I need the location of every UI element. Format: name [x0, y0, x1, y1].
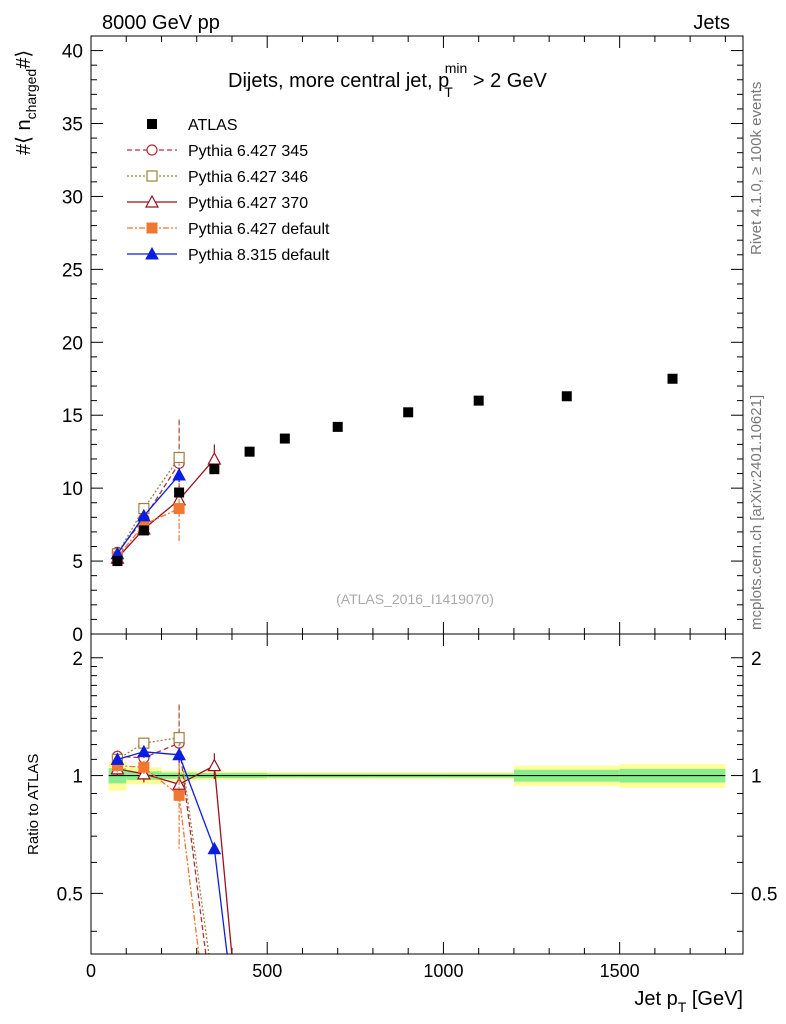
- ratio-point: [207, 841, 222, 855]
- title-tail: > 2 GeV: [467, 70, 547, 92]
- series-line: [116, 474, 180, 555]
- legend-label: Pythia 6.427 default: [188, 221, 330, 238]
- data-point: [112, 556, 123, 567]
- data-point: [332, 421, 343, 432]
- data-point: [561, 391, 572, 402]
- y-axis-label-main: #⟨ ncharged#⟩: [13, 50, 39, 155]
- header-right: Jets: [693, 12, 730, 34]
- plot-title: Dijets, more central jet, pTmin > 2 GeV: [228, 60, 547, 100]
- ratio-point: [138, 761, 150, 773]
- y-axis-label-ratio: Ratio to ATLAS: [25, 754, 42, 855]
- legend-marker: [146, 170, 158, 182]
- main-series: [110, 373, 678, 567]
- series-point: [137, 508, 151, 522]
- series-pythia-6-427-345: [111, 419, 185, 558]
- legend-marker-atlas: [147, 119, 157, 129]
- ratio-tick-label-left: 2: [72, 649, 83, 670]
- legend-marker: [144, 194, 160, 208]
- data-point: [244, 446, 255, 457]
- data-point: [473, 395, 484, 406]
- y-tick-label: 10: [62, 479, 83, 500]
- y-tick-label: 20: [62, 333, 83, 354]
- ylabel-post: #⟩: [13, 50, 35, 69]
- legend-marker: [146, 144, 158, 156]
- series-pythia-6-427-370: [110, 444, 222, 564]
- title-sup: min: [445, 60, 468, 76]
- axes: 0 500 1000 1500 0 5 10 15 20 25 30 35 40 0.5 0.5 1 1 2 2: [57, 36, 777, 981]
- y-tick-label: 0: [72, 625, 83, 646]
- title-sub: T: [444, 84, 453, 100]
- series-atlas-data: [112, 373, 678, 567]
- series-pythia-6-427-346: [111, 419, 185, 560]
- ratio-tick-label-left: 0.5: [57, 884, 83, 905]
- series-point: [172, 467, 186, 481]
- ylabel-pre: #⟨ n: [13, 119, 35, 155]
- data-point: [279, 433, 290, 444]
- y-tick-label: 35: [62, 115, 83, 136]
- ratio-series: [110, 704, 233, 954]
- ratio-pythia-6-427-default: [111, 754, 200, 954]
- series-point: [173, 503, 185, 515]
- y-tick-label: 40: [62, 42, 83, 63]
- legend-label: Pythia 6.427 346: [188, 169, 308, 186]
- legend-label: Pythia 8.315 default: [188, 247, 330, 264]
- ratio-tick-label-right: 1: [751, 767, 762, 788]
- header-left: 8000 GeV pp: [102, 12, 220, 34]
- ratio-point: [172, 747, 186, 761]
- legend-marker: [146, 222, 158, 234]
- ratio-line: [117, 736, 210, 954]
- xlabel-sub: T: [678, 999, 687, 1015]
- x-tick-label: 1000: [423, 961, 463, 981]
- ratio-point: [110, 752, 125, 765]
- x-tick-label: 500: [252, 961, 282, 981]
- ratio-pythia-6-427-346: [111, 704, 210, 954]
- side-label-bottom: mcplots.cern.ch [arXiv:2401.10621]: [748, 395, 765, 630]
- legend-label-atlas: ATLAS: [188, 117, 238, 134]
- ylabel-sub: charged: [23, 69, 39, 120]
- ratio-pythia-8-315-default: [110, 744, 228, 954]
- series-point: [207, 451, 222, 465]
- data-point: [174, 487, 185, 498]
- ratio-uncertainty-bands: [108, 761, 726, 791]
- ratio-point: [137, 744, 151, 758]
- ratio-point: [173, 789, 185, 801]
- side-label-top: Rivet 4.1.0, ≥ 100k events: [748, 82, 765, 255]
- ratio-panel-frame: [90, 633, 744, 955]
- x-axis-label: Jet pT [GeV]: [634, 988, 743, 1015]
- watermark: (ATLAS_2016_I1419070): [336, 591, 494, 607]
- ratio-point: [173, 732, 185, 744]
- xlabel-pre: Jet p: [634, 988, 677, 1010]
- legend: ATLAS Pythia 6.427 345 Pythia 6.427 346 Pyt…: [127, 117, 330, 264]
- y-tick-label: 15: [62, 406, 83, 427]
- ratio-tick-label-right: 2: [751, 649, 762, 670]
- series-line: [116, 458, 215, 559]
- y-tick-label: 5: [72, 552, 83, 573]
- legend-label: Pythia 6.427 370: [188, 195, 308, 212]
- x-tick-label: 1500: [600, 961, 640, 981]
- xlabel-post: [GeV]: [686, 988, 743, 1010]
- ratio-tick-label-right: 0.5: [751, 884, 777, 905]
- x-tick-label: 0: [86, 961, 96, 981]
- data-point: [138, 525, 149, 536]
- y-tick-label: 30: [62, 187, 83, 208]
- data-point: [403, 407, 414, 418]
- y-tick-label: 25: [62, 260, 83, 281]
- ratio-tick-label-left: 1: [72, 767, 83, 788]
- legend-marker: [145, 246, 159, 260]
- data-point: [667, 373, 678, 384]
- title-main: Dijets, more central jet, p: [228, 70, 449, 92]
- ratio-line: [117, 765, 200, 954]
- ratio-point: [207, 758, 222, 772]
- series-point: [173, 451, 185, 464]
- data-point: [209, 464, 220, 475]
- legend-label: Pythia 6.427 345: [188, 143, 308, 160]
